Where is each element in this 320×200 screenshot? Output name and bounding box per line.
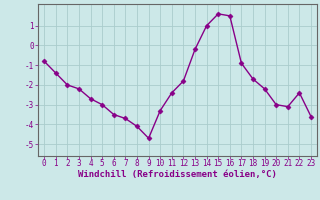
X-axis label: Windchill (Refroidissement éolien,°C): Windchill (Refroidissement éolien,°C)	[78, 170, 277, 179]
